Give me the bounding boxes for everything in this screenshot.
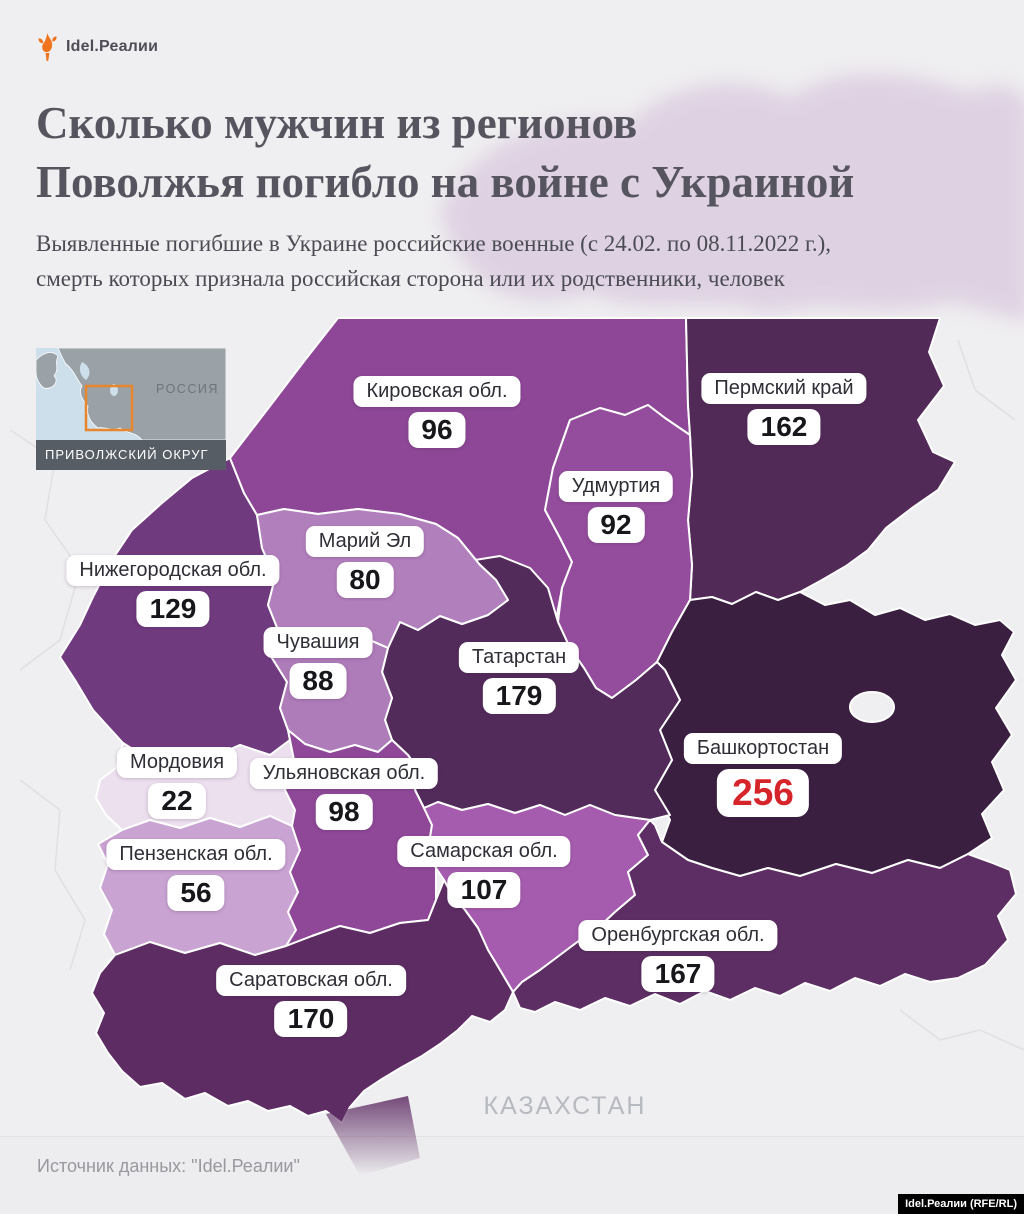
region-label-saratovskaya: Саратовская обл. 170: [216, 965, 406, 1037]
region-label-kirovskaya: Кировская обл. 96: [353, 376, 521, 448]
inset-map-canvas: РОССИЯ: [36, 348, 226, 440]
region-label-penzenskaya: Пензенская обл. 56: [106, 839, 286, 911]
kazakhstan-label: КАЗАХСТАН: [483, 1092, 647, 1120]
brand-logo-text: Idel.Реалии: [66, 38, 159, 55]
inset-caption: ПРИВОЛЖСКИЙ ОКРУГ: [36, 440, 226, 470]
background-silhouette: [440, 73, 1024, 321]
page-title: Сколько мужчин из регионов Поволжья поги…: [36, 94, 854, 212]
inset-highlight-rect: [84, 384, 134, 432]
brand: Idel.Реалии: [36, 32, 158, 62]
subtitle-line-2: смерть которых признала российская сторо…: [36, 266, 785, 291]
region-label-nizhegorodskaya: Нижегородская обл. 129: [66, 555, 280, 627]
region-shape-orenburgskaya: [512, 819, 1017, 1013]
inset-land-scandinavia: [36, 352, 59, 389]
subtitle-line-1: Выявленные погибшие в Украине российские…: [36, 231, 832, 256]
inset-map: РОССИЯ ПРИВОЛЖСКИЙ ОКРУГ: [36, 348, 226, 470]
region-label-tatarstan: Татарстан 179: [458, 642, 580, 714]
region-label-mordovia: Мордовия 22: [116, 747, 238, 819]
region-label-mariy-el: Марий Эл 80: [305, 526, 425, 598]
bashkortostan-enclave-cutout: [849, 691, 895, 723]
region-label-chuvashia: Чувашия 88: [263, 627, 373, 699]
inset-white-sea: [79, 362, 90, 380]
region-label-samarskaya: Самарская обл. 107: [397, 836, 571, 908]
region-label-orenburgskaya: Оренбургская обл. 167: [578, 920, 778, 992]
inset-country-label: РОССИЯ: [156, 382, 219, 396]
page-subtitle: Выявленные погибшие в Украине российские…: [36, 226, 831, 296]
credit-badge: Idel.Реалии (RFE/RL): [898, 1194, 1024, 1214]
title-line-2: Поволжья погибло на войне с Украиной: [36, 157, 855, 207]
region-label-permsky: Пермский край 162: [701, 373, 867, 445]
region-shape-permsky: [685, 317, 956, 605]
data-source-text: Источник данных: "Idel.Реалии": [37, 1156, 300, 1176]
region-label-ulyanovskaya: Ульяновская обл. 98: [249, 758, 439, 830]
region-label-udmurtia: Удмуртия 92: [558, 471, 674, 543]
region-label-bashkortostan: Башкортостан 256: [683, 733, 843, 817]
title-line-1: Сколько мужчин из регионов: [36, 98, 638, 148]
map-tail-fade: [326, 1096, 420, 1176]
torch-flame-icon: [38, 33, 57, 61]
footer: Источник данных: "Idel.Реалии": [0, 1136, 1024, 1214]
